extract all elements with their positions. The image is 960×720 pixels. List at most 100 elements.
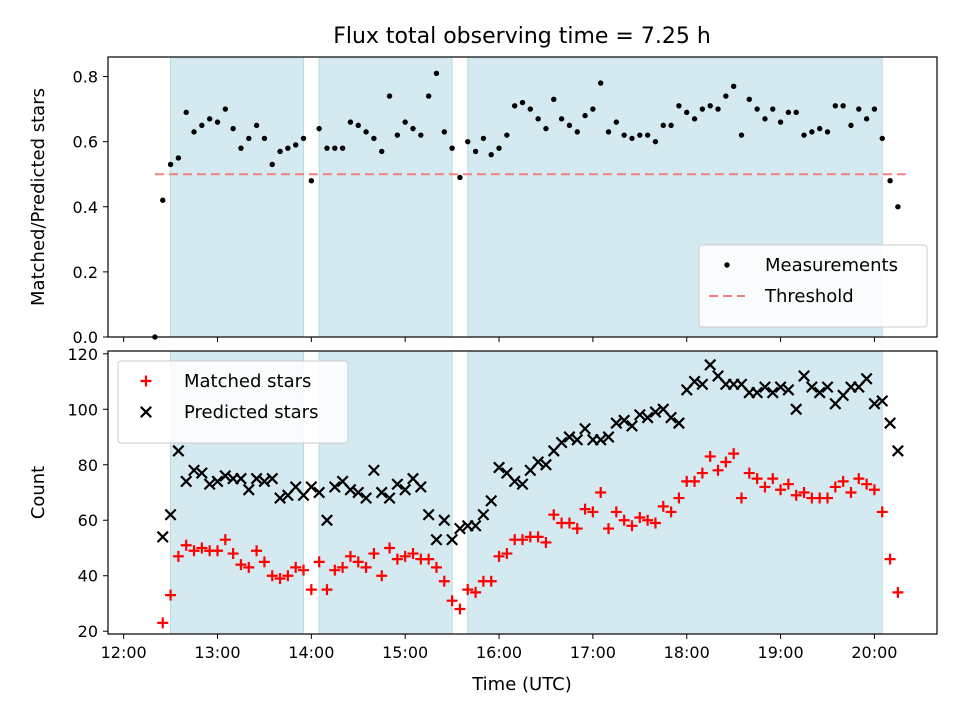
data-point (183, 109, 189, 116)
data-point (391, 553, 403, 565)
data-point (672, 417, 685, 430)
data-point (496, 145, 502, 151)
data-point (328, 480, 341, 493)
data-point (344, 550, 356, 562)
data-point (566, 122, 573, 129)
data-point (884, 553, 896, 565)
data-point (571, 523, 583, 535)
x-tick-label: 20:00 (851, 643, 897, 662)
data-point (856, 106, 862, 112)
data-point (579, 422, 592, 435)
data-point (504, 132, 510, 138)
data-point (563, 517, 575, 529)
ratio-panel: 0.0 0.2 0.4 0.6 0.8 Matched/Predicted stars Me… (28, 56, 938, 347)
data-point (758, 381, 771, 394)
data-point (214, 119, 221, 125)
data-point (704, 358, 717, 371)
legend-label: Matched stars (184, 371, 311, 392)
data-point (730, 83, 737, 90)
data-point (219, 534, 231, 546)
data-point (594, 433, 607, 446)
legend-label: Predicted stars (184, 402, 318, 423)
data-point (258, 475, 271, 488)
data-point (798, 487, 810, 498)
data-point (816, 125, 823, 132)
data-point (574, 129, 580, 135)
data-point (488, 151, 494, 158)
data-point (235, 559, 247, 571)
data-point (762, 116, 768, 122)
data-point (206, 116, 213, 122)
data-point (621, 132, 627, 138)
data-point (691, 116, 698, 122)
data-point (196, 542, 208, 554)
data-point (454, 603, 466, 615)
data-point (375, 486, 388, 499)
data-point (195, 467, 208, 480)
y-tick-label: 60 (78, 511, 98, 530)
y-tick-label: 0.2 (73, 263, 98, 282)
data-point (516, 478, 529, 491)
chart-title: Flux total observing time = 7.25 h (333, 24, 711, 49)
data-point (527, 106, 534, 112)
data-point (688, 375, 701, 388)
data-point (250, 472, 263, 485)
data-point (641, 411, 654, 424)
data-point (172, 550, 184, 562)
data-point (848, 122, 854, 129)
data-point (751, 473, 763, 485)
data-point (438, 514, 451, 527)
data-point (715, 106, 721, 112)
data-point (277, 148, 283, 155)
data-point (644, 132, 651, 138)
data-point (603, 523, 615, 535)
x-tick-label: 14:00 (288, 643, 334, 662)
data-point (371, 135, 377, 142)
data-point (793, 109, 799, 116)
data-point (485, 575, 497, 587)
data-point (884, 417, 897, 430)
data-point (438, 575, 450, 587)
data-point (457, 174, 463, 181)
data-point (292, 142, 299, 148)
data-point (605, 129, 612, 135)
data-point (775, 484, 787, 496)
data-point (840, 103, 846, 109)
y-tick-label: 40 (78, 567, 98, 586)
data-point (465, 138, 471, 145)
y-tick-label: 0.6 (73, 133, 98, 152)
data-point (251, 545, 263, 557)
data-point (167, 161, 174, 168)
data-point (782, 383, 795, 396)
data-point (188, 545, 200, 557)
data-point (790, 489, 802, 501)
data-point (829, 481, 841, 493)
data-point (469, 519, 482, 532)
data-point (634, 511, 646, 523)
data-point (227, 548, 239, 560)
data-point (633, 408, 646, 421)
data-point (754, 106, 760, 112)
data-point (595, 487, 607, 498)
data-point (571, 433, 584, 446)
data-point (642, 514, 654, 526)
data-point (837, 475, 849, 487)
data-point (188, 464, 201, 477)
axes-frame (107, 350, 938, 635)
data-point (723, 93, 729, 99)
data-point (234, 472, 247, 485)
data-point (735, 492, 747, 504)
data-point (720, 456, 732, 468)
data-point (493, 461, 506, 474)
data-point (332, 145, 338, 151)
data-point (602, 431, 615, 443)
data-point (453, 522, 466, 535)
data-point (238, 145, 244, 151)
data-point (501, 548, 513, 560)
data-point (563, 431, 576, 443)
data-point (665, 506, 677, 518)
legend-label: Threshold (764, 286, 854, 307)
data-point (449, 145, 455, 151)
data-point (211, 475, 224, 488)
